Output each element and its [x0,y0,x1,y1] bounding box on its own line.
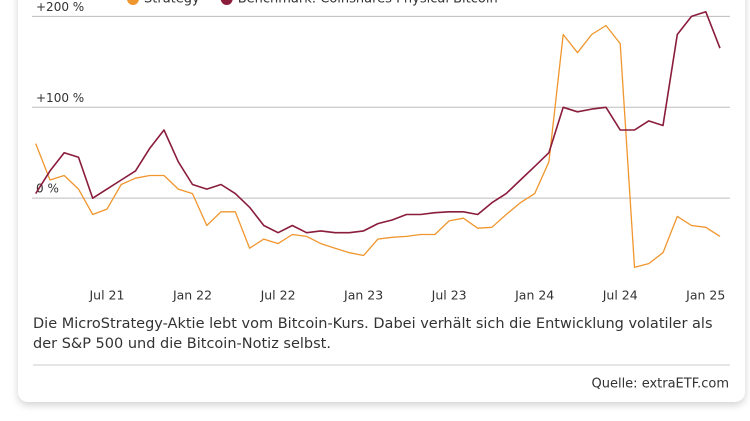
source: Quelle: extraETF.com [591,377,729,392]
x-tick-label: Jul 23 [431,288,467,303]
caption: Die MicroStrategy-Aktie lebt vom Bitcoin… [33,316,713,352]
x-tick-label: Jul 21 [89,288,125,303]
x-tick-label: Jul 24 [602,288,638,303]
x-tick-label: Jan 22 [172,288,212,303]
legend-label: Strategy [144,0,200,7]
legend-marker [220,0,233,5]
y-tick-label: +200 % [36,0,84,14]
series-line [35,24,721,268]
x-tick-label: Jan 24 [514,288,554,303]
x-tick-label: Jul 22 [260,288,296,303]
x-tick-label: Jan 25 [685,288,725,303]
legend-marker [127,0,139,5]
card [18,0,745,402]
y-tick-label: +100 % [36,91,84,105]
x-tick-label: Jan 23 [343,288,383,303]
series-line [35,11,721,234]
legend-label: Benchmark: Coinshares Physical Bitcoin [238,0,498,7]
